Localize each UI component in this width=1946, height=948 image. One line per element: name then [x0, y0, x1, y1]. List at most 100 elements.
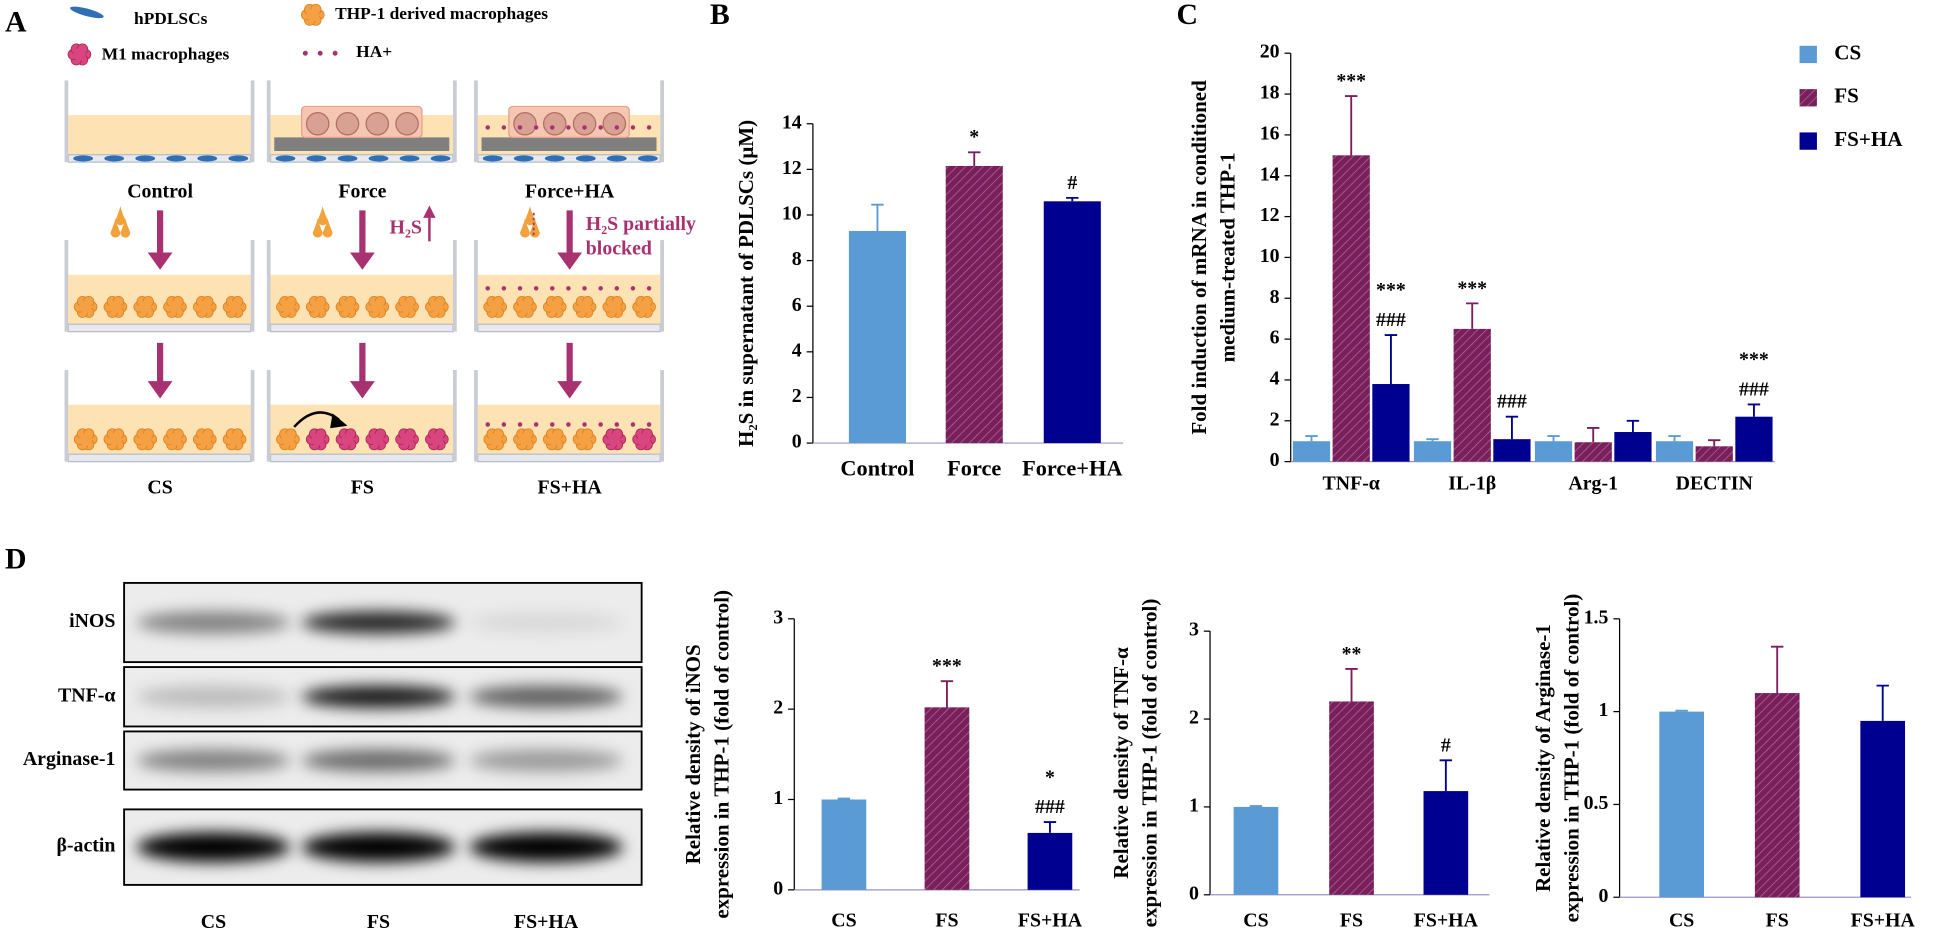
- hpdlsc: [275, 155, 296, 162]
- ha-dot: [630, 125, 636, 130]
- macrophage: [602, 295, 627, 318]
- bar: [1332, 155, 1370, 462]
- hpdlsc: [228, 155, 249, 162]
- well-wall: [250, 370, 255, 462]
- blot-column-label: CS: [201, 911, 226, 933]
- cell-core: [430, 433, 444, 446]
- legend-ha-dot: [317, 50, 323, 56]
- ha-dot: [582, 125, 587, 130]
- plate-bottom: [477, 453, 661, 463]
- plate-bottom: [67, 154, 252, 163]
- cell-core: [311, 433, 324, 446]
- macrophage: [305, 428, 330, 451]
- y-tick-label: 12: [782, 157, 802, 179]
- well-wall: [452, 370, 457, 462]
- x-tick-label: TNF-α: [1323, 473, 1380, 495]
- ha-dot: [550, 422, 555, 427]
- cell-core: [168, 300, 182, 314]
- ha-dot: [501, 125, 507, 130]
- cell-core: [79, 300, 92, 314]
- panel-letter: C: [1177, 0, 1199, 31]
- x-tick-label: FS+HA: [1414, 910, 1479, 932]
- panel-letter: D: [5, 543, 27, 576]
- x-tick-label: FS: [1766, 910, 1789, 932]
- droplet: [520, 217, 530, 238]
- plate-bottom: [67, 453, 252, 463]
- y-axis-label: Relative density of Arginase-1: [1531, 624, 1555, 892]
- y-axis-label: expression in THP-1 (fold of control): [709, 590, 733, 919]
- y-tick-label: 2: [1270, 408, 1280, 430]
- column-label: Force: [338, 181, 386, 203]
- error-bar: [1384, 334, 1398, 385]
- error-bar: [1066, 196, 1079, 202]
- macrophage: [632, 428, 656, 451]
- hpdlsc: [430, 155, 451, 162]
- group-label: CS: [147, 476, 172, 498]
- x-tick-label: FS: [935, 910, 958, 932]
- macrophage: [305, 295, 330, 318]
- well-wall: [250, 80, 255, 163]
- well-wall: [64, 240, 69, 332]
- cell-core: [400, 300, 414, 314]
- y-tick-label: 6: [1270, 327, 1280, 349]
- blot-band: [469, 685, 624, 708]
- ha-dot: [614, 286, 620, 291]
- ha-dot: [501, 422, 507, 427]
- significance-label: #: [1441, 734, 1451, 756]
- legend-label: M1 macrophages: [102, 45, 230, 64]
- significance-label: ###: [1497, 391, 1527, 413]
- cell-core: [608, 300, 621, 314]
- h2s-label: H₂S: [390, 217, 422, 239]
- bar: [1655, 441, 1694, 462]
- hpdlsc: [482, 155, 503, 162]
- cell-core: [518, 433, 532, 446]
- legend-ha-dot: [302, 50, 308, 56]
- cell-core: [371, 433, 384, 446]
- well-wall: [266, 370, 271, 462]
- hpdlsc: [73, 155, 94, 162]
- error-bar: [837, 797, 851, 800]
- y-tick-label: 1: [1189, 794, 1199, 816]
- y-tick-label: 8: [792, 248, 802, 270]
- hpdlsc: [575, 155, 596, 162]
- cell-core: [73, 48, 86, 61]
- ha-dot: [533, 125, 539, 130]
- arrow-head: [147, 252, 173, 270]
- force-cell: [572, 112, 597, 136]
- h2s-blocked-label: H₂S partially: [586, 213, 696, 235]
- y-tick-label: 14: [782, 111, 802, 133]
- macrophage: [300, 3, 325, 26]
- bar: [1735, 416, 1773, 462]
- error-bar: [1876, 684, 1889, 721]
- arrow-head: [147, 381, 173, 399]
- cell-core: [198, 300, 211, 314]
- cell-core: [341, 433, 354, 446]
- blot-band: [469, 749, 624, 772]
- y-tick-label: 3: [1189, 619, 1199, 641]
- medium: [68, 115, 251, 155]
- cell-core: [371, 300, 384, 314]
- error-bar: [1345, 95, 1358, 156]
- arrow-head: [557, 252, 583, 270]
- medium: [270, 404, 453, 455]
- macrophage: [572, 428, 597, 451]
- well-wall: [266, 80, 271, 163]
- blot-band: [469, 611, 624, 634]
- droplet: [529, 217, 540, 238]
- y-tick-label: 0: [1270, 449, 1280, 471]
- macrophage: [602, 428, 627, 451]
- cell-core: [281, 433, 295, 446]
- blot-band: [136, 749, 291, 772]
- y-axis-label: Relative density of TNF-α: [1109, 647, 1133, 879]
- blot-band: [136, 685, 291, 708]
- error-bar: [1439, 759, 1453, 792]
- legend-label: HA+: [356, 42, 392, 61]
- x-tick-label: FS: [1340, 910, 1363, 932]
- macrophage: [67, 43, 92, 66]
- legend-hpdlsc: [70, 6, 104, 19]
- ha-dot: [485, 422, 490, 427]
- macrophage: [425, 428, 449, 451]
- macrophage: [425, 295, 449, 318]
- ha-dot: [630, 286, 636, 291]
